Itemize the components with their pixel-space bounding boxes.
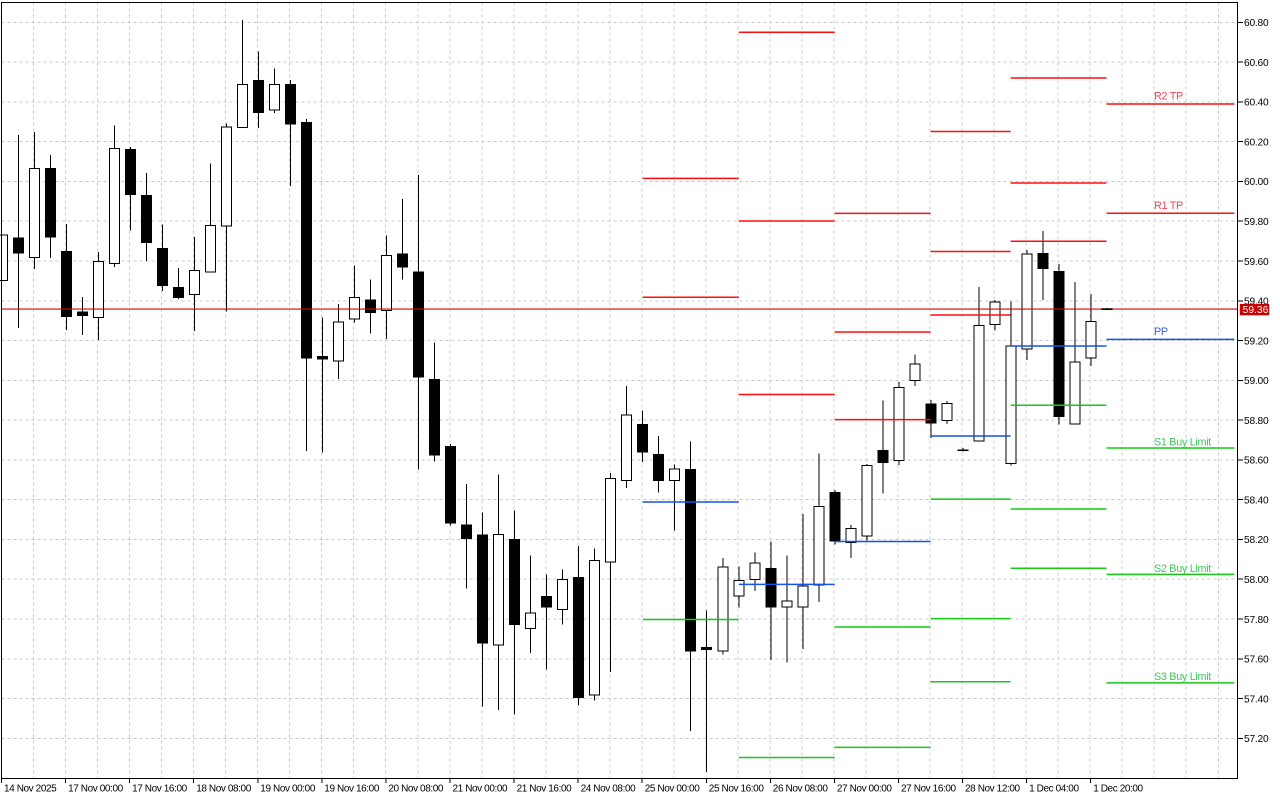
svg-text:S3 Buy Limit: S3 Buy Limit	[1154, 671, 1211, 683]
svg-text:59.40: 59.40	[1244, 297, 1269, 308]
svg-text:57.20: 57.20	[1244, 734, 1269, 745]
svg-text:25 Nov 16:00: 25 Nov 16:00	[709, 783, 765, 794]
svg-text:57.40: 57.40	[1244, 694, 1269, 705]
svg-text:27 Nov 00:00: 27 Nov 00:00	[837, 783, 893, 794]
svg-text:17 Nov 00:00: 17 Nov 00:00	[68, 783, 124, 794]
svg-text:19 Nov 16:00: 19 Nov 16:00	[324, 783, 380, 794]
svg-text:59.00: 59.00	[1244, 376, 1269, 387]
svg-text:1 Dec 04:00: 1 Dec 04:00	[1029, 783, 1079, 794]
svg-text:60.40: 60.40	[1244, 98, 1269, 109]
svg-text:58.80: 58.80	[1244, 416, 1269, 427]
svg-text:1 Dec 20:00: 1 Dec 20:00	[1093, 783, 1143, 794]
svg-text:27 Nov 16:00: 27 Nov 16:00	[901, 783, 957, 794]
svg-text:59.80: 59.80	[1244, 217, 1269, 228]
svg-text:R2 TP: R2 TP	[1154, 91, 1183, 103]
svg-text:S1 Buy Limit: S1 Buy Limit	[1154, 436, 1211, 448]
svg-text:14 Nov 2025: 14 Nov 2025	[4, 783, 57, 794]
svg-text:60.60: 60.60	[1244, 58, 1269, 69]
svg-text:21 Nov 16:00: 21 Nov 16:00	[517, 783, 573, 794]
svg-text:18 Nov 08:00: 18 Nov 08:00	[196, 783, 252, 794]
svg-text:17 Nov 16:00: 17 Nov 16:00	[132, 783, 188, 794]
svg-text:26 Nov 08:00: 26 Nov 08:00	[773, 783, 829, 794]
svg-text:S2 Buy Limit: S2 Buy Limit	[1154, 563, 1211, 575]
svg-text:58.20: 58.20	[1244, 535, 1269, 546]
svg-text:58.40: 58.40	[1244, 496, 1269, 507]
svg-text:59.36: 59.36	[1243, 305, 1269, 316]
svg-text:R1 TP: R1 TP	[1154, 200, 1183, 212]
svg-text:28 Nov 12:00: 28 Nov 12:00	[965, 783, 1021, 794]
svg-text:19 Nov 00:00: 19 Nov 00:00	[260, 783, 316, 794]
svg-text:57.60: 57.60	[1244, 655, 1269, 666]
svg-text:58.60: 58.60	[1244, 456, 1269, 467]
svg-text:58.00: 58.00	[1244, 575, 1269, 586]
svg-text:25 Nov 00:00: 25 Nov 00:00	[645, 783, 701, 794]
svg-text:57.80: 57.80	[1244, 615, 1269, 626]
svg-text:59.20: 59.20	[1244, 336, 1269, 347]
svg-text:21 Nov 00:00: 21 Nov 00:00	[453, 783, 509, 794]
svg-text:24 Nov 08:00: 24 Nov 08:00	[581, 783, 637, 794]
svg-text:59.60: 59.60	[1244, 257, 1269, 268]
svg-text:20 Nov 08:00: 20 Nov 08:00	[388, 783, 444, 794]
svg-text:60.80: 60.80	[1244, 18, 1269, 29]
svg-text:PP: PP	[1154, 326, 1168, 338]
svg-text:60.20: 60.20	[1244, 137, 1269, 148]
svg-text:60.00: 60.00	[1244, 177, 1269, 188]
